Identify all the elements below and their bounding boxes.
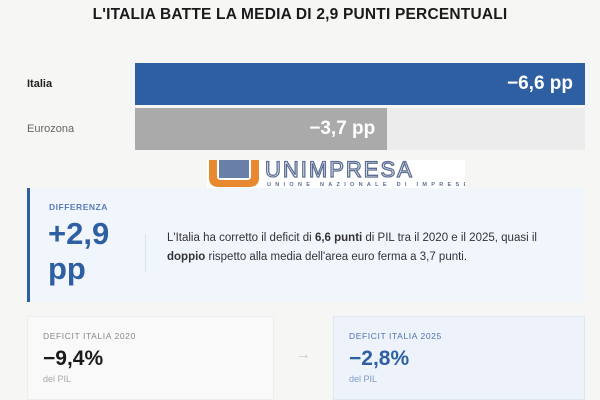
arrow-right-icon: → bbox=[295, 346, 311, 363]
difference-number: +2,9 bbox=[48, 216, 110, 251]
stat-label: DEFICIT ITALIA 2025 bbox=[349, 331, 442, 341]
page-title: L'ITALIA BATTE LA MEDIA DI 2,9 PUNTI PER… bbox=[92, 6, 508, 23]
difference-card: DIFFERENZA +2,9 pp L'Italia ha corretto i… bbox=[27, 188, 585, 302]
desc-text: di PIL tra il 2020 e il 2025, quasi il bbox=[362, 232, 537, 244]
difference-unit: pp bbox=[48, 251, 86, 286]
stat-label: DEFICIT ITALIA 2020 bbox=[43, 331, 136, 341]
difference-value: +2,9 pp bbox=[48, 216, 128, 286]
bar-value-italia: −6,6 pp bbox=[507, 73, 573, 94]
bar-value-eurozona: −3,7 pp bbox=[309, 118, 376, 139]
stat-unit: del PIL bbox=[43, 374, 72, 384]
unimpresa-logo: UNIMPRESA UNIONE NAZIONALE DI IMPRESE bbox=[207, 160, 465, 188]
desc-text: rispetto alla media dell'area euro ferma… bbox=[205, 251, 468, 263]
divider bbox=[145, 234, 146, 272]
stat-value: −2,8% bbox=[349, 347, 410, 370]
bar-eurozona: −3,7 pp bbox=[135, 108, 388, 150]
svg-text:UNIONE NAZIONALE DI IMPRESE: UNIONE NAZIONALE DI IMPRESE bbox=[267, 182, 465, 188]
bar-track-eurozona: −3,7 pp bbox=[135, 108, 585, 150]
bar-italia: −6,6 pp bbox=[135, 63, 585, 105]
desc-text: L'Italia ha corretto il deficit di bbox=[167, 232, 315, 244]
difference-label: DIFFERENZA bbox=[49, 202, 108, 212]
stat-card-2025: DEFICIT ITALIA 2025 −2,8% del PIL bbox=[333, 316, 585, 400]
bar-track-italia: −6,6 pp bbox=[135, 63, 585, 105]
stat-value: −9,4% bbox=[43, 347, 104, 370]
stat-unit: del PIL bbox=[349, 374, 378, 384]
difference-description: L'Italia ha corretto il deficit di 6,6 p… bbox=[167, 229, 572, 267]
desc-bold: 6,6 punti bbox=[314, 232, 363, 244]
bar-label-italia: Italia bbox=[27, 78, 53, 90]
desc-bold: doppio bbox=[167, 251, 206, 263]
stat-card-2020: DEFICIT ITALIA 2020 −9,4% del PIL bbox=[27, 316, 274, 400]
bar-label-eurozona: Eurozona bbox=[27, 123, 75, 135]
svg-text:UNIMPRESA: UNIMPRESA bbox=[265, 160, 414, 182]
